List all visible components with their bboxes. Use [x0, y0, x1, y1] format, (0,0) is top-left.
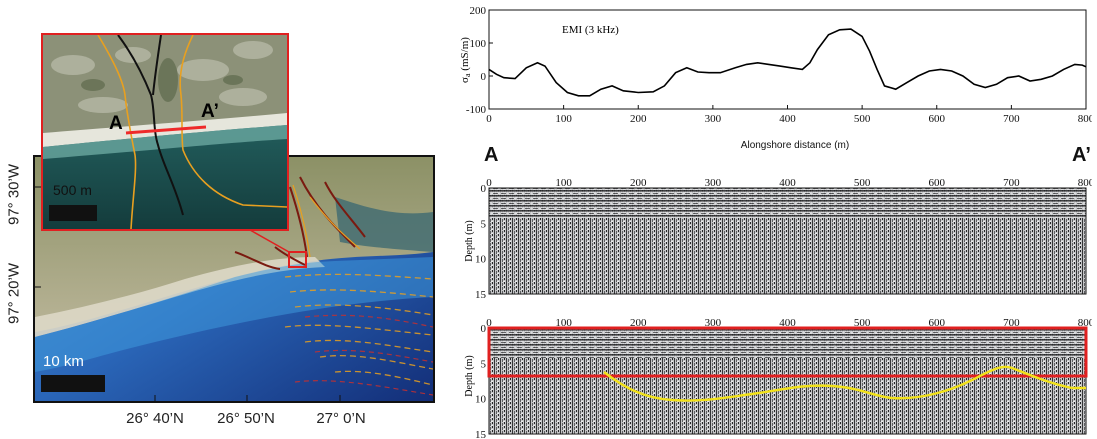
- scale-label-main: 10 km: [43, 353, 84, 370]
- emi-xtick-label: 400: [779, 113, 796, 125]
- point-a-prime-label: A’: [201, 101, 219, 122]
- gpr2-ytick-label: 15: [475, 429, 487, 439]
- profile-end-a-prime: A’: [1072, 144, 1091, 166]
- gpr2-xticks: 0 100 200 300 400 500 600 700 800: [486, 317, 1092, 329]
- inset-map: A A’ 500 m: [41, 33, 289, 231]
- gpr2-xtick-label: 100: [555, 317, 572, 329]
- gpr1-xtick-label: 100: [555, 177, 572, 189]
- gpr2-xtick-label: 400: [779, 317, 796, 329]
- lat-label-1: 97° 30’W: [5, 163, 23, 226]
- survey-line: [125, 125, 207, 135]
- gpr1-ytick-label: 0: [481, 183, 487, 195]
- gpr2-xtick-label: 700: [1003, 317, 1020, 329]
- map-panel: 10 km: [0, 0, 450, 439]
- gpr-profile-interpreted: 0 100 200 300 400 500 600 700 800 0 5 10 15 Depth (…: [464, 317, 1092, 439]
- lat-label-2: 97° 20’W: [5, 262, 23, 325]
- gpr1-ylabel: Depth (m): [464, 220, 475, 261]
- gpr1-xtick-label: 400: [779, 177, 796, 189]
- emi-series-line: [488, 28, 1087, 97]
- gpr-profile-raw: 0 100 200 300 400 500 600 700 800 0 5 10 15 Depth (…: [464, 177, 1092, 301]
- gpr1-ytick-label: 5: [481, 218, 487, 230]
- emi-ytick-label: 100: [470, 38, 487, 50]
- gpr1-xtick-label: 200: [630, 177, 647, 189]
- gpr2-xtick-label: 600: [929, 317, 946, 329]
- emi-xtick-label: 0: [486, 113, 492, 125]
- emi-xtick-label: 500: [854, 113, 871, 125]
- site-location-box: [288, 251, 307, 268]
- point-a-label: A: [109, 113, 123, 134]
- inset-map-image: [43, 35, 287, 229]
- gpr2-xtick-label: 200: [630, 317, 647, 329]
- gpr1-xticks: 0 100 200 300 400 500 600 700 800: [486, 177, 1092, 189]
- gpr2-xtick-label: 300: [705, 317, 722, 329]
- emi-ytick-label: -100: [466, 104, 487, 116]
- gpr2-xtick-label: 800: [1078, 317, 1092, 329]
- emi-xtick-label: 300: [705, 113, 722, 125]
- interpreted-reflector-line: [603, 365, 1086, 402]
- gpr1-xtick-label: 700: [1003, 177, 1020, 189]
- gpr2-ytick-label: 0: [481, 323, 487, 335]
- emi-ytick-label: 200: [470, 5, 487, 17]
- gpr1-xtick-label: 600: [929, 177, 946, 189]
- gpr1-xtick-label: 500: [854, 177, 871, 189]
- gpr2-xtick-label: 500: [854, 317, 871, 329]
- gpr1-yticks: 0 5 10 15: [475, 183, 487, 301]
- emi-title: EMI (3 kHz): [562, 24, 619, 36]
- gpr1-xtick-label: 300: [705, 177, 722, 189]
- lon-label-2: 26° 50’N: [217, 410, 275, 427]
- emi-xtick-label: 600: [929, 113, 946, 125]
- gpr2-ylabel: Depth (m): [464, 355, 475, 396]
- gpr2-yticks: 0 5 10 15: [475, 323, 487, 439]
- gpr2-xtick-label: 0: [486, 317, 492, 329]
- emi-xtick-label: 700: [1003, 113, 1020, 125]
- profile-end-a: A: [484, 144, 499, 166]
- emi-ytick-label: 0: [481, 71, 487, 83]
- gpr1-xtick-label: 800: [1078, 177, 1092, 189]
- scale-bar-main: [41, 375, 105, 392]
- lon-label-1: 26° 40’N: [126, 410, 184, 427]
- emi-ylabel: σa (mS/m): [459, 37, 472, 83]
- gpr1-ytick-label: 10: [475, 254, 487, 266]
- gpr1-ytick-label: 15: [475, 289, 487, 301]
- emi-xtick-label: 800: [1078, 113, 1092, 125]
- lon-label-3: 27° 0’N: [316, 410, 366, 427]
- emi-xlabel: Alongshore distance (m): [740, 140, 850, 151]
- gpr1-xtick-label: 0: [486, 177, 492, 189]
- emi-xtick-label: 100: [555, 113, 572, 125]
- gpr2-ytick-label: 5: [481, 358, 487, 370]
- gpr2-ytick-label: 10: [475, 394, 487, 406]
- scale-bar-inset: [49, 205, 97, 221]
- scale-label-inset: 500 m: [53, 182, 92, 198]
- emi-xtick-label: 200: [630, 113, 647, 125]
- shallow-zone-box: [487, 326, 1088, 378]
